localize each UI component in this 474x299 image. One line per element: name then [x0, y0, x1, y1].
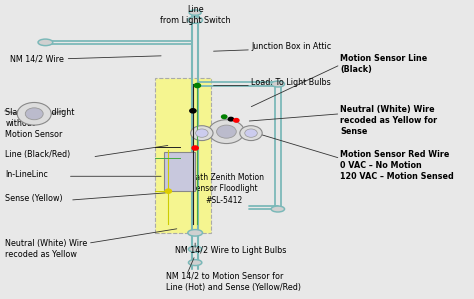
Circle shape	[234, 118, 239, 122]
Circle shape	[25, 108, 43, 120]
Circle shape	[191, 126, 213, 141]
Ellipse shape	[188, 230, 202, 236]
Circle shape	[217, 125, 236, 138]
Circle shape	[194, 83, 201, 88]
Text: In-LineLinc: In-LineLinc	[5, 170, 48, 179]
Circle shape	[165, 189, 172, 193]
Ellipse shape	[189, 260, 202, 266]
Ellipse shape	[189, 10, 201, 15]
Circle shape	[245, 129, 257, 137]
Circle shape	[196, 129, 208, 137]
Text: Slaved Floodlight
without
Motion Sensor: Slaved Floodlight without Motion Sensor	[5, 108, 74, 139]
Circle shape	[240, 126, 262, 141]
Ellipse shape	[188, 17, 202, 23]
Text: Line (Black/Red): Line (Black/Red)	[5, 150, 71, 158]
Ellipse shape	[38, 39, 53, 46]
Text: NM 14/2 Wire: NM 14/2 Wire	[9, 54, 64, 63]
Circle shape	[192, 146, 198, 150]
Text: Neutral (White) Wire
recoded as Yellow: Neutral (White) Wire recoded as Yellow	[5, 239, 87, 259]
Text: Neutral (White) Wire
recoded as Yellow for
Sense: Neutral (White) Wire recoded as Yellow f…	[340, 105, 438, 136]
Bar	[164, 152, 195, 191]
Text: Load: To Light Bulbs: Load: To Light Bulbs	[251, 78, 331, 87]
Text: Heath Zenith Motion
Sensor Floodlight
#SL-5412: Heath Zenith Motion Sensor Floodlight #S…	[185, 173, 264, 205]
Text: NM 14/2 Wire to Light Bulbs: NM 14/2 Wire to Light Bulbs	[175, 246, 286, 255]
Circle shape	[228, 118, 234, 121]
Circle shape	[17, 103, 51, 125]
Text: Line
from Light Switch: Line from Light Switch	[160, 5, 230, 25]
Text: Motion Sensor Red Wire
0 VAC – No Motion
120 VAC – Motion Sensed: Motion Sensor Red Wire 0 VAC – No Motion…	[340, 150, 454, 181]
Ellipse shape	[271, 81, 284, 87]
Text: NM 14/2 to Motion Sensor for
Line (Hot) and Sense (Yellow/Red): NM 14/2 to Motion Sensor for Line (Hot) …	[166, 271, 301, 292]
Circle shape	[209, 120, 244, 144]
Text: Sense (Yellow): Sense (Yellow)	[5, 194, 63, 203]
Circle shape	[221, 115, 227, 118]
Ellipse shape	[189, 246, 202, 252]
Ellipse shape	[271, 206, 284, 212]
Bar	[155, 78, 211, 233]
Text: Motion Sensor Line
(Black): Motion Sensor Line (Black)	[340, 54, 428, 74]
Circle shape	[190, 109, 196, 113]
Text: Junction Box in Attic: Junction Box in Attic	[251, 42, 331, 51]
